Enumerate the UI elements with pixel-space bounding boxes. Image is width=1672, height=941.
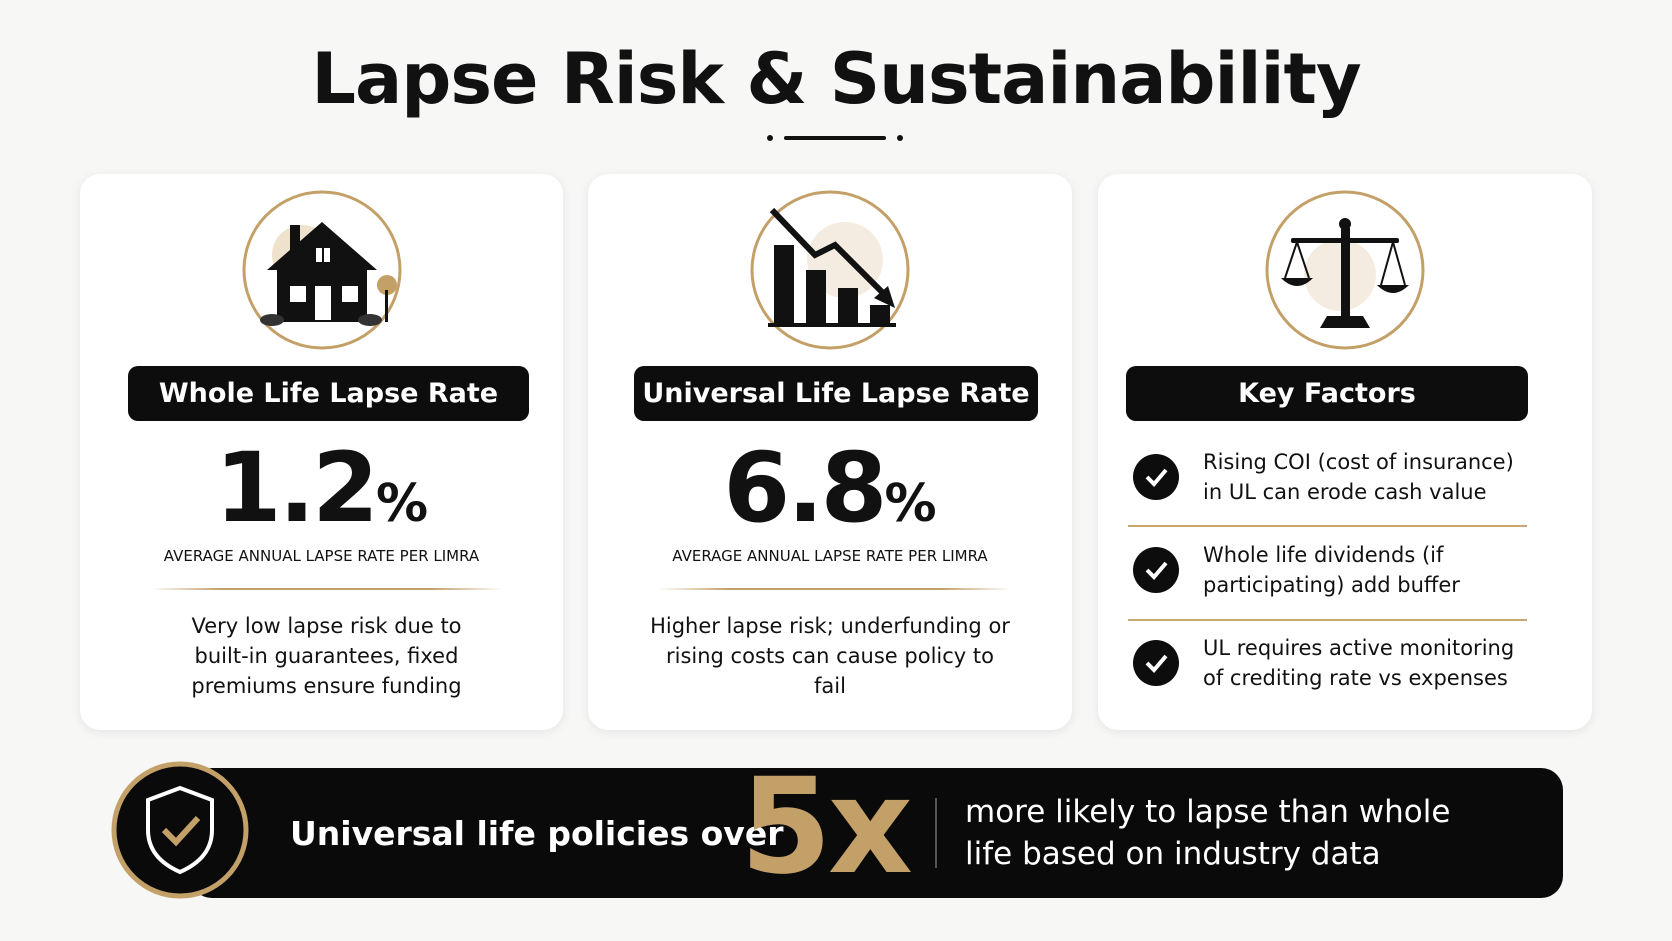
factor-text: Rising COI (cost of insurance) in UL can… — [1203, 450, 1514, 504]
chart-icon — [750, 190, 910, 350]
banner: Universal life policies over 5x more lik… — [190, 752, 1563, 902]
divider — [150, 588, 503, 590]
check-icon — [1133, 454, 1179, 500]
card: Universal Life Lapse Rate 6.8% AVERAGE A… — [588, 174, 1072, 730]
divider — [1128, 525, 1527, 527]
factor-text: UL requires active monitoring of crediti… — [1203, 636, 1515, 690]
check-icon — [1133, 547, 1179, 593]
title: Lapse Risk & Sustainability — [311, 38, 1361, 120]
factor-item: Whole life dividends (if participating) … — [1133, 530, 1532, 610]
value-unit: % — [884, 474, 937, 534]
card: Whole Life Lapse Rate 1.2% AVERAGE ANNUA… — [80, 174, 563, 730]
factor-item: Rising COI (cost of insurance) in UL can… — [1133, 437, 1532, 517]
card-value: 1.2% — [80, 432, 563, 544]
card-label: Universal Life Lapse Rate — [634, 366, 1038, 421]
divider — [1128, 619, 1527, 621]
card-caption: AVERAGE ANNUAL LAPSE RATE PER LIMRA — [163, 547, 480, 565]
value-unit: % — [375, 474, 429, 534]
banner-separator — [935, 798, 937, 868]
card: Key Factors Rising COI (cost of insuranc… — [1098, 174, 1592, 730]
title-ornament — [767, 135, 903, 141]
divider — [658, 588, 1012, 590]
card-label: Whole Life Lapse Rate — [128, 366, 529, 421]
value-number: 1.2 — [214, 432, 379, 544]
card-description: Very low lapse risk due to built-in guar… — [191, 614, 462, 698]
house-icon — [242, 190, 401, 350]
value-number: 6.8 — [723, 432, 887, 544]
card-value: 6.8% — [588, 432, 1072, 544]
card-caption: AVERAGE ANNUAL LAPSE RATE PER LIMRA — [672, 547, 988, 565]
scales-icon — [1265, 190, 1425, 350]
check-icon — [1133, 640, 1179, 686]
card-description: Higher lapse risk; underfunding or risin… — [650, 614, 1010, 698]
banner-text: more likely to lapse than whole life bas… — [965, 794, 1451, 872]
banner-lead: Universal life policies over — [290, 813, 784, 853]
factor-text: Whole life dividends (if participating) … — [1203, 543, 1460, 597]
shield-icon — [111, 761, 249, 899]
factor-item: UL requires active monitoring of crediti… — [1133, 623, 1532, 703]
banner-highlight: 5x — [740, 750, 913, 904]
card-label: Key Factors — [1126, 366, 1528, 421]
